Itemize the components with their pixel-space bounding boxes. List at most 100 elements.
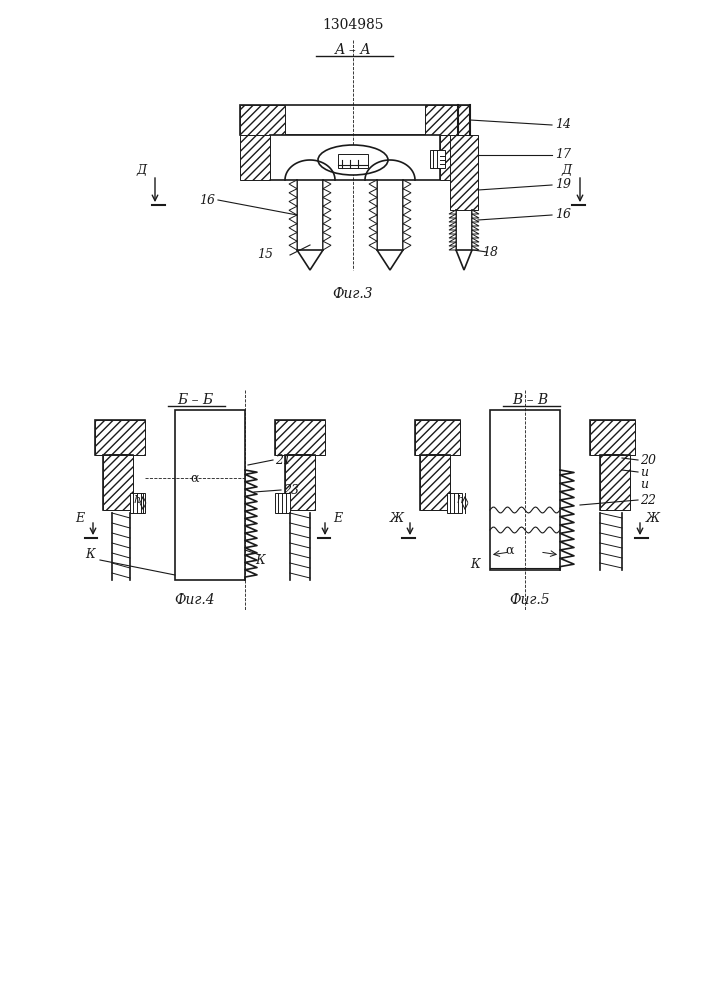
Text: Фиг.4: Фиг.4 [175, 593, 216, 607]
Polygon shape [369, 241, 377, 250]
Polygon shape [323, 198, 331, 206]
Polygon shape [472, 226, 479, 230]
Polygon shape [289, 198, 297, 206]
Bar [240, 135, 270, 180]
Polygon shape [449, 210, 456, 214]
Text: Б – Б: Б – Б [177, 393, 213, 407]
Polygon shape [456, 250, 472, 270]
Polygon shape [472, 238, 479, 242]
Polygon shape [323, 189, 331, 198]
Bar [285, 455, 315, 510]
Polygon shape [289, 215, 297, 224]
Polygon shape [403, 180, 411, 189]
Text: Ж: Ж [646, 512, 660, 524]
Bar [290, 455, 310, 470]
Text: К: К [85, 548, 95, 560]
Text: 14: 14 [555, 118, 571, 131]
Polygon shape [323, 180, 331, 189]
Text: 18: 18 [482, 245, 498, 258]
Bar [605, 455, 623, 470]
Bar [110, 455, 130, 470]
Polygon shape [377, 250, 403, 270]
Bar [103, 455, 133, 510]
Polygon shape [369, 232, 377, 241]
Polygon shape [369, 198, 377, 206]
Polygon shape [472, 230, 479, 234]
Text: α: α [506, 544, 514, 556]
Polygon shape [449, 214, 456, 218]
Polygon shape [449, 230, 456, 234]
Bar [605, 455, 623, 470]
Text: В – В: В – В [512, 393, 548, 407]
Polygon shape [472, 214, 479, 218]
Polygon shape [472, 234, 479, 238]
Polygon shape [369, 180, 377, 189]
Text: 19: 19 [555, 178, 571, 192]
Text: 20: 20 [640, 454, 656, 466]
Polygon shape [449, 242, 456, 246]
Bar [427, 455, 445, 470]
Polygon shape [369, 189, 377, 198]
Polygon shape [289, 224, 297, 232]
Text: Д: Д [137, 163, 147, 176]
Polygon shape [472, 246, 479, 250]
Polygon shape [289, 189, 297, 198]
Text: 22: 22 [640, 493, 656, 506]
Bar [275, 493, 290, 513]
Bar [95, 420, 145, 455]
Text: 15: 15 [257, 248, 273, 261]
Polygon shape [297, 250, 323, 270]
Bar [420, 455, 450, 510]
Bar [420, 455, 450, 510]
Text: Е: Е [334, 512, 343, 524]
Polygon shape [323, 232, 331, 241]
Text: 17: 17 [555, 148, 571, 161]
Text: h: h [457, 495, 464, 505]
Polygon shape [289, 241, 297, 250]
Bar [95, 420, 145, 455]
Polygon shape [449, 234, 456, 238]
Bar [590, 420, 635, 455]
Text: Фиг.5: Фиг.5 [510, 593, 550, 607]
Bar [103, 455, 133, 510]
Polygon shape [369, 215, 377, 224]
Polygon shape [289, 180, 297, 189]
Bar [270, 135, 440, 180]
Polygon shape [323, 206, 331, 215]
Bar [447, 493, 462, 513]
Bar [440, 135, 470, 180]
Polygon shape [403, 206, 411, 215]
Polygon shape [403, 241, 411, 250]
Text: Д: Д [562, 163, 572, 176]
Text: Е: Е [76, 512, 85, 524]
Bar [240, 105, 285, 135]
Bar [600, 455, 630, 510]
Bar [590, 420, 635, 455]
Ellipse shape [318, 145, 388, 175]
Text: А – А: А – А [334, 43, 371, 57]
Polygon shape [403, 189, 411, 198]
Text: и: и [640, 479, 648, 491]
Bar [275, 420, 325, 455]
Bar [110, 455, 130, 470]
Polygon shape [449, 218, 456, 222]
Polygon shape [323, 215, 331, 224]
Polygon shape [472, 222, 479, 226]
Text: Фиг.3: Фиг.3 [333, 287, 373, 301]
Polygon shape [449, 238, 456, 242]
Text: h: h [134, 495, 141, 505]
Text: К: К [470, 558, 480, 570]
Bar [290, 455, 310, 470]
Text: К: К [255, 554, 265, 566]
Polygon shape [289, 232, 297, 241]
Bar [415, 420, 460, 455]
Polygon shape [323, 224, 331, 232]
Bar [430, 150, 445, 168]
Bar [338, 154, 368, 168]
Text: α: α [191, 472, 199, 485]
Polygon shape [472, 210, 479, 214]
Bar [285, 455, 315, 510]
Bar [415, 420, 460, 455]
Bar [240, 105, 470, 135]
Bar [275, 420, 325, 455]
